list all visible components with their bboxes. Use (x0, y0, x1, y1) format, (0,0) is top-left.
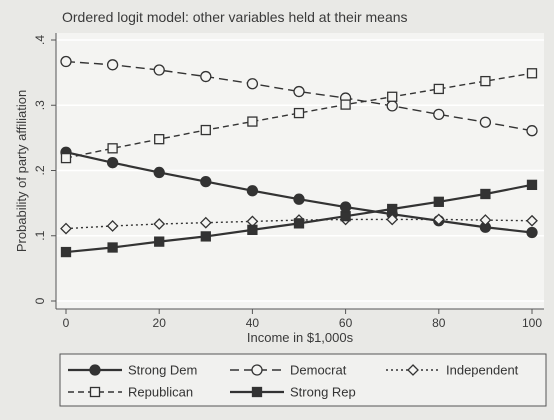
data-point-strong-rep (248, 225, 257, 234)
x-tick-label: 100 (522, 316, 542, 330)
data-point-democrat (480, 117, 490, 127)
legend-marker-democrat (252, 365, 262, 375)
data-point-strong-rep (388, 204, 397, 213)
legend-label-republican: Republican (128, 385, 193, 400)
data-point-democrat (201, 72, 211, 82)
data-point-republican (201, 126, 210, 135)
data-point-republican (341, 100, 350, 109)
data-point-strong-dem (154, 167, 164, 177)
y-axis-label: Probability of party affiliation (14, 90, 29, 252)
chart-title: Ordered logit model: other variables hel… (62, 9, 408, 25)
data-point-republican (62, 154, 71, 163)
data-point-democrat (434, 109, 444, 119)
data-point-democrat (61, 57, 71, 67)
legend-label-independent: Independent (446, 363, 519, 378)
data-point-republican (388, 92, 397, 101)
data-point-strong-rep (201, 232, 210, 241)
data-point-democrat (527, 126, 537, 136)
data-point-republican (434, 84, 443, 93)
data-point-republican (248, 117, 257, 126)
y-tick-label: .2 (33, 165, 47, 175)
legend: Strong Dem Democrat Independent Republican S… (60, 354, 546, 406)
data-point-strong-rep (528, 180, 537, 189)
data-point-strong-dem (341, 202, 351, 212)
data-point-strong-dem (527, 227, 537, 237)
legend-label-strong-rep: Strong Rep (290, 385, 356, 400)
data-point-republican (528, 69, 537, 78)
legend-marker-strong-rep (253, 388, 262, 397)
legend-label-strong-dem: Strong Dem (128, 363, 197, 378)
data-point-republican (155, 135, 164, 144)
data-point-democrat (294, 87, 304, 97)
data-point-strong-rep (481, 189, 490, 198)
legend-marker-republican (91, 388, 100, 397)
legend-marker-strong-dem (90, 365, 100, 375)
data-point-strong-rep (341, 212, 350, 221)
data-point-democrat (387, 101, 397, 111)
data-point-strong-rep (108, 243, 117, 252)
data-point-democrat (154, 65, 164, 75)
data-point-democrat (247, 79, 257, 89)
data-point-strong-rep (295, 219, 304, 228)
data-point-strong-dem (294, 194, 304, 204)
data-point-republican (481, 77, 490, 86)
data-point-republican (108, 144, 117, 153)
data-point-strong-rep (434, 197, 443, 206)
data-point-strong-dem (108, 158, 118, 168)
x-tick-label: 20 (153, 316, 167, 330)
y-tick-label: .1 (33, 230, 47, 240)
data-point-strong-rep (155, 237, 164, 246)
data-point-democrat (108, 60, 118, 70)
x-tick-label: 60 (339, 316, 353, 330)
x-axis-label: Income in $1,000s (247, 330, 354, 345)
data-point-republican (295, 109, 304, 118)
x-tick-label: 40 (246, 316, 260, 330)
y-tick-label: .4 (33, 35, 47, 45)
x-tick-label: 80 (432, 316, 446, 330)
legend-label-democrat: Democrat (290, 363, 347, 378)
y-tick-label: 0 (33, 297, 47, 304)
data-point-strong-dem (201, 177, 211, 187)
data-point-strong-dem (247, 186, 257, 196)
y-tick-label: .3 (33, 100, 47, 110)
data-point-strong-rep (62, 248, 71, 257)
x-tick-label: 0 (63, 316, 70, 330)
